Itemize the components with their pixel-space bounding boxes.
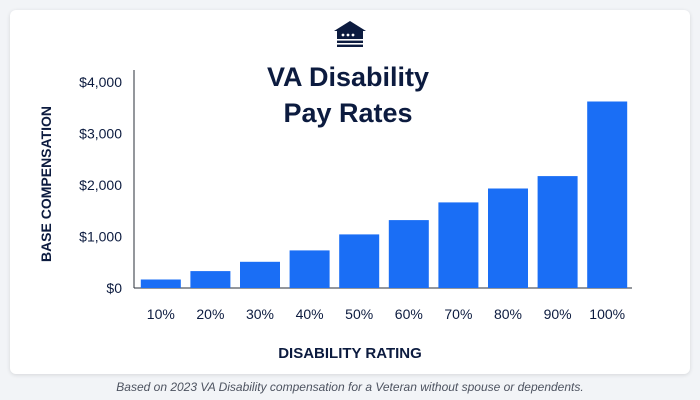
y-axis-title: BASE COMPENSATION [38, 106, 54, 262]
bar-20-percent [190, 271, 231, 288]
y-tick-label: $0 [106, 280, 122, 296]
y-tick-label: $4,000 [79, 74, 122, 90]
x-tick-label: 90% [544, 306, 572, 322]
bar-10-percent [140, 279, 181, 288]
chart-title-line-2: Pay Rates [283, 98, 412, 128]
x-tick-label: 20% [196, 306, 224, 322]
x-tick-label: 40% [296, 306, 324, 322]
footnote-caption: Based on 2023 VA Disability compensation… [116, 380, 584, 394]
y-tick-label: $2,000 [79, 177, 122, 193]
house-flag-logo-icon [334, 21, 366, 47]
bar-90-percent [537, 176, 578, 288]
x-tick-label: 10% [147, 306, 175, 322]
bars-group [140, 101, 628, 288]
x-axis-title: DISABILITY RATING [278, 345, 422, 362]
x-tick-label: 100% [589, 306, 625, 322]
x-tick-label: 80% [494, 306, 522, 322]
bar-80-percent [488, 188, 528, 288]
bar-30-percent [240, 261, 280, 288]
bar-50-percent [339, 234, 380, 288]
chart-title-line-1: VA Disability [267, 62, 429, 92]
x-tick-label: 60% [395, 306, 423, 322]
bar-60-percent [388, 220, 429, 288]
bar-100-percent [587, 101, 628, 288]
bar-40-percent [289, 250, 330, 288]
y-tick-labels: $0 $1,000 $2,000 $3,000 $4,000 [79, 74, 122, 296]
y-tick-label: $1,000 [79, 229, 122, 245]
x-tick-labels: 10% 20% 30% 40% 50% 60% 70% 80% 90% 100% [147, 306, 625, 322]
x-tick-label: 70% [444, 306, 472, 322]
bar-70-percent [438, 202, 479, 288]
x-tick-label: 30% [246, 306, 274, 322]
y-tick-label: $3,000 [79, 126, 122, 142]
x-tick-label: 50% [345, 306, 373, 322]
